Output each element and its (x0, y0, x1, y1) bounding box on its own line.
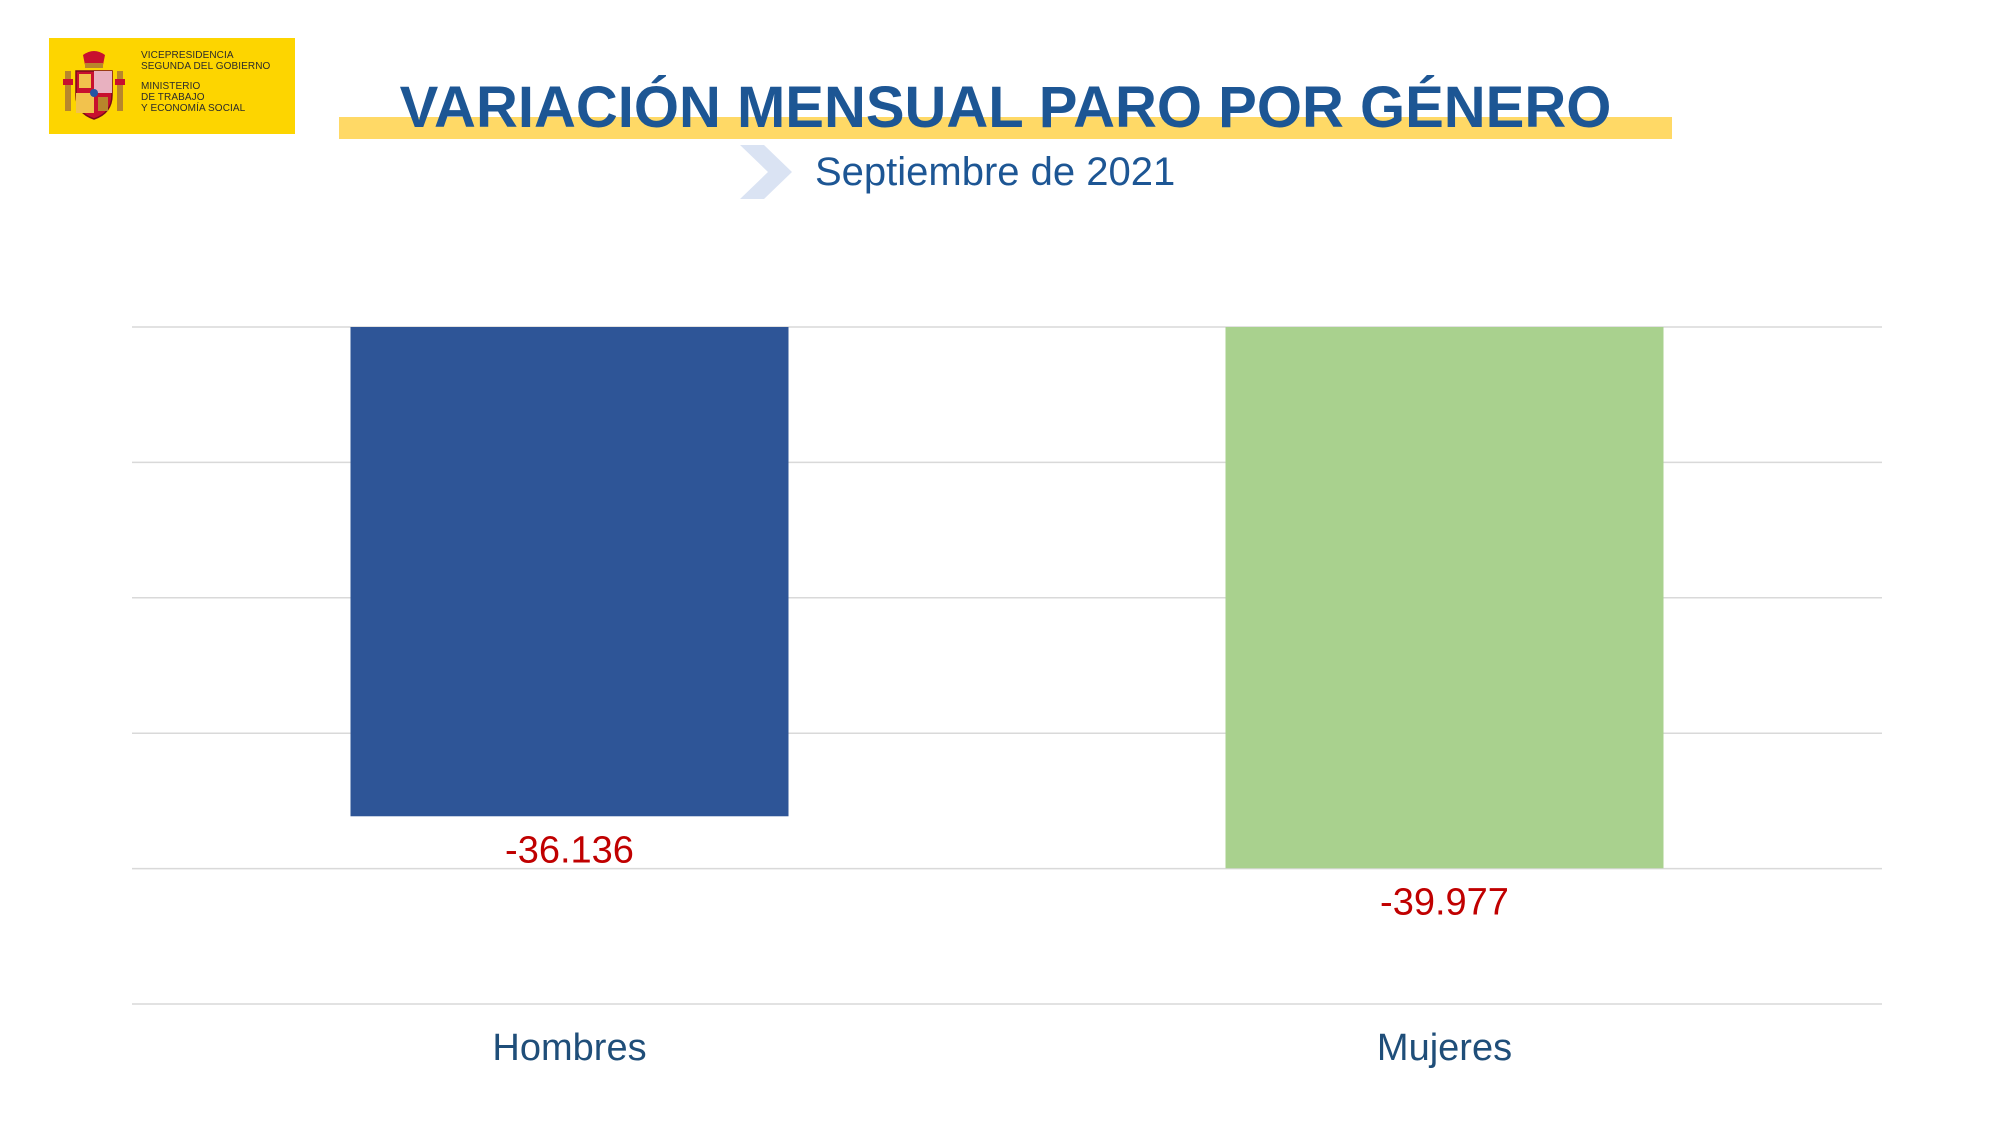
bar-hombres (350, 327, 789, 817)
logo-line: Segunda del Gobierno (141, 61, 271, 72)
slide-header: VARIACIÓN MENSUAL PARO POR GÉNERO Septie… (0, 0, 2000, 210)
chevron-right-icon (740, 145, 792, 199)
logo-line: de Trabajo (141, 92, 205, 103)
data-label: -39.977 (1380, 881, 1509, 923)
logo-line: Vicepresidencia (141, 50, 234, 61)
logo-text: Vicepresidencia Segunda del Gobierno Min… (141, 50, 270, 114)
title-highlight-band (339, 117, 1672, 139)
logo-line: Ministerio (141, 81, 201, 92)
category-label: Mujeres (1377, 1027, 1512, 1069)
page-title: VARIACIÓN MENSUAL PARO POR GÉNERO (399, 75, 1612, 140)
data-label: -36.136 (505, 829, 634, 871)
bar-mujeres (1225, 327, 1664, 869)
ministry-logo: Vicepresidencia Segunda del Gobierno Min… (49, 38, 295, 134)
logo-line: y Economía Social (141, 103, 246, 114)
category-label: Hombres (492, 1027, 646, 1069)
coat-of-arms-icon (63, 51, 125, 120)
page-subtitle: Septiembre de 2021 (815, 150, 1176, 194)
